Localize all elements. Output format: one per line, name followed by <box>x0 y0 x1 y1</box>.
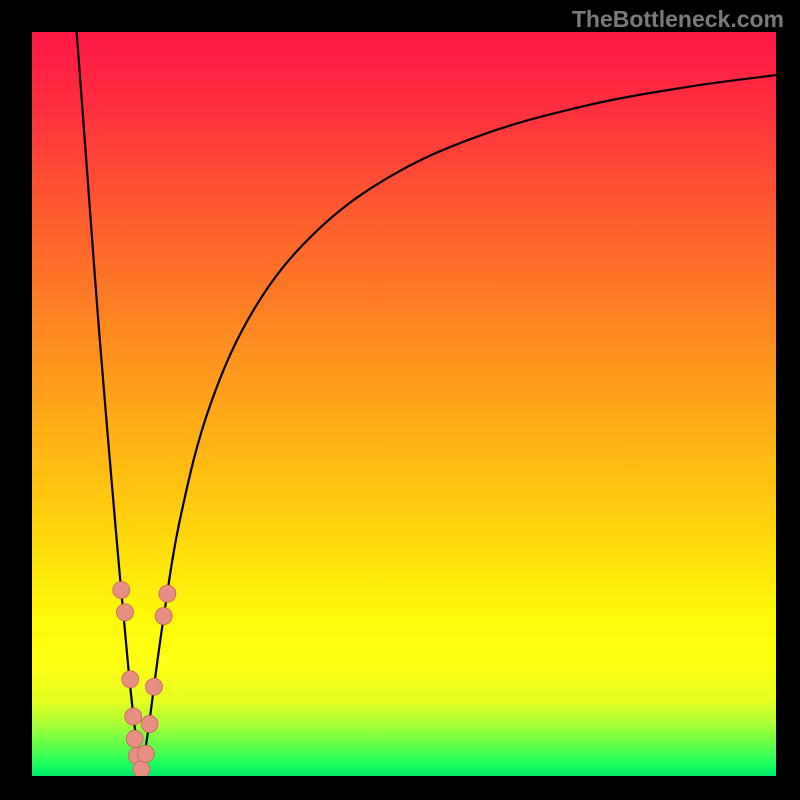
plot-svg <box>32 32 776 776</box>
data-point <box>117 604 134 621</box>
watermark-text: TheBottleneck.com <box>572 6 784 33</box>
data-point <box>125 708 142 725</box>
data-point <box>155 608 172 625</box>
data-point <box>159 585 176 602</box>
plot-area <box>32 32 776 776</box>
data-point <box>133 761 150 776</box>
gradient-background <box>32 32 776 776</box>
data-point <box>141 715 158 732</box>
data-point <box>122 671 139 688</box>
data-point <box>126 730 143 747</box>
data-point <box>113 582 130 599</box>
data-point <box>137 745 154 762</box>
data-point <box>146 678 163 695</box>
chart-root: TheBottleneck.com <box>0 0 800 800</box>
